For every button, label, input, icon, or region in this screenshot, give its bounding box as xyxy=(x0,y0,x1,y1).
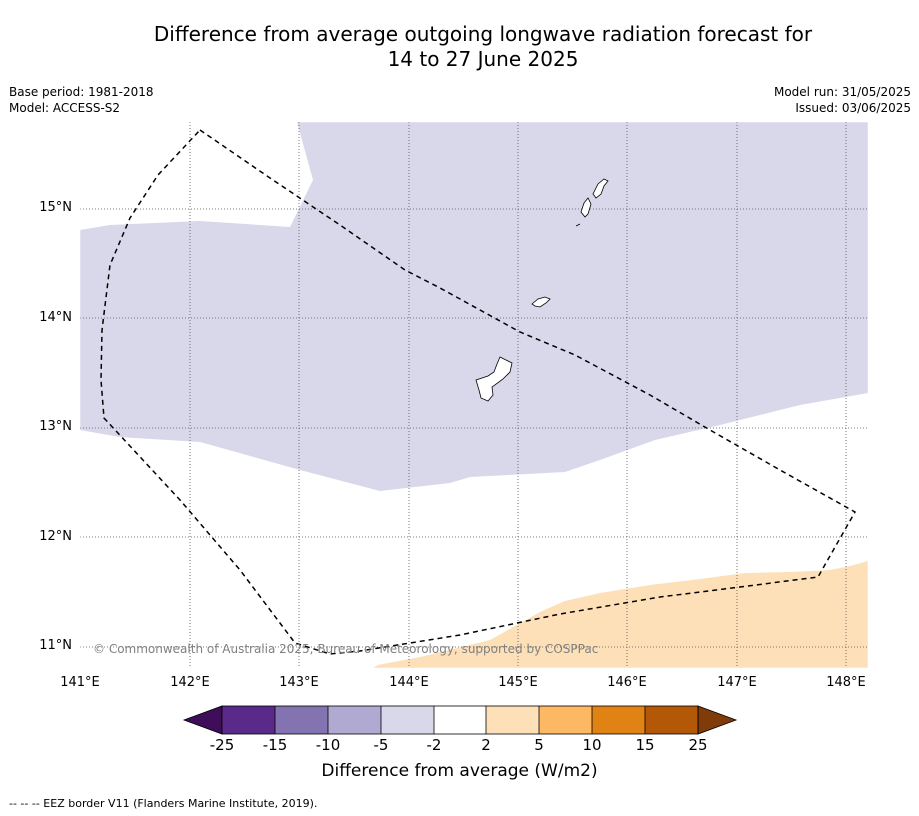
island-saipan xyxy=(592,178,609,199)
island-outlines xyxy=(475,178,609,402)
chart-title: Difference from average outgoing longwav… xyxy=(0,22,919,72)
map-border xyxy=(79,121,869,669)
lon-label-142e: 142°E xyxy=(170,675,210,690)
colorbar-title: Difference from average (W/m2) xyxy=(321,761,598,781)
lon-label-146e: 146°E xyxy=(607,675,647,690)
colorbar-tick: 25 xyxy=(688,736,708,754)
lat-label-11n: 11°N xyxy=(39,638,72,653)
copyright-notice: © Commonwealth of Australia 2025, Bureau… xyxy=(93,642,599,656)
base-period: Base period: 1981-2018 xyxy=(9,85,154,99)
eez-legend-note: -- -- -- EEZ border V11 (Flanders Marine… xyxy=(9,797,318,810)
model-name: Model: ACCESS-S2 xyxy=(9,101,121,115)
lat-label-15n: 15°N xyxy=(39,200,72,215)
lon-label-148e: 148°E xyxy=(826,675,866,690)
issued-date: Issued: 03/06/2025 xyxy=(795,101,911,115)
eez-border xyxy=(100,129,857,655)
colorbar-tick: -10 xyxy=(315,736,341,754)
lon-label-147e: 147°E xyxy=(717,675,757,690)
lon-label-145e: 145°E xyxy=(498,675,538,690)
colorbar-tick: -15 xyxy=(262,736,288,754)
lat-label-12n: 12°N xyxy=(39,529,72,544)
island-aguijan xyxy=(575,223,581,227)
colorbar-tick: 10 xyxy=(582,736,602,754)
lat-label-13n: 13°N xyxy=(39,419,72,434)
lon-label-141e: 141°E xyxy=(60,675,100,690)
metadata-right: Model run: 31/05/2025 Issued: 03/06/2025 xyxy=(774,84,911,116)
colorbar-tick: -5 xyxy=(373,736,389,754)
title-line-2: 14 to 27 June 2025 xyxy=(387,47,579,71)
colorbar-tick: -25 xyxy=(209,736,235,754)
island-guam xyxy=(475,356,513,402)
island-rota xyxy=(531,296,551,308)
metadata-left: Base period: 1981-2018 Model: ACCESS-S2 xyxy=(9,84,154,116)
title-line-1: Difference from average outgoing longwav… xyxy=(153,22,813,46)
colorbar-tick: -2 xyxy=(426,736,442,754)
model-run: Model run: 31/05/2025 xyxy=(773,85,911,99)
island-tinian xyxy=(580,197,592,218)
grid-lines xyxy=(80,122,868,668)
lon-label-143e: 143°E xyxy=(279,675,319,690)
colorbar-tick: 2 xyxy=(481,736,491,754)
colorbar-tick: 15 xyxy=(635,736,655,754)
colorbar-tick: 5 xyxy=(534,736,544,754)
lon-label-144e: 144°E xyxy=(389,675,429,690)
lat-label-14n: 14°N xyxy=(39,310,72,325)
anomaly-region-positive xyxy=(373,561,868,668)
